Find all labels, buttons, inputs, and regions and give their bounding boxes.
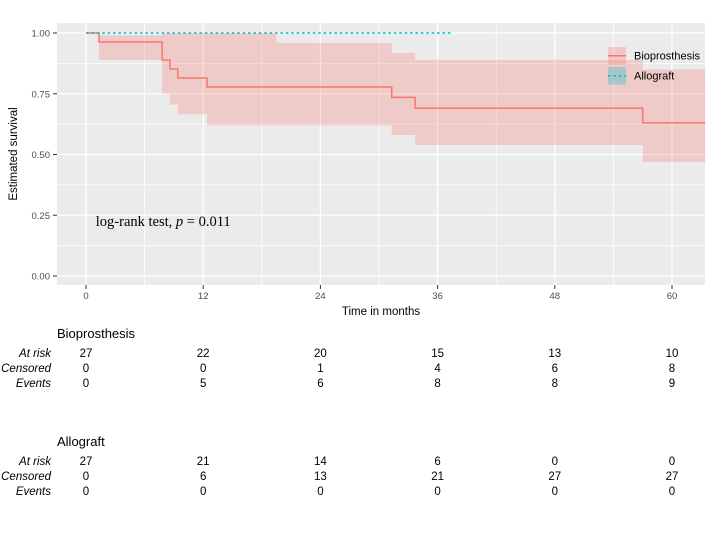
bioprosthesis-curve bbox=[86, 32, 706, 124]
risk-cell: 6 bbox=[551, 363, 558, 375]
risk-cell: 0 bbox=[82, 378, 90, 390]
risk-cell: 8 bbox=[434, 378, 441, 390]
risk-cell: 22 bbox=[196, 348, 210, 360]
y-tick-label: 0.25 bbox=[32, 211, 51, 222]
risk-cell: 0 bbox=[434, 486, 441, 498]
y-tick-label: 0.75 bbox=[32, 89, 51, 100]
y-tick-label: 1.00 bbox=[32, 29, 51, 40]
risk-cell: 8 bbox=[551, 378, 558, 390]
x-tick-label: 48 bbox=[550, 291, 561, 302]
risk-cell: 0 bbox=[82, 363, 90, 375]
legend-label-bioprosthesis: Bioprosthesis bbox=[634, 51, 701, 63]
risk-row-label: At risk bbox=[19, 348, 51, 360]
x-tick-label: 24 bbox=[315, 291, 326, 302]
risk-row-label: Events bbox=[15, 486, 51, 498]
risk-cell: 27 bbox=[79, 348, 93, 360]
risk-cell: 9 bbox=[668, 378, 676, 390]
y-tick-label: 0.00 bbox=[32, 272, 51, 283]
risk-cell: 20 bbox=[313, 348, 327, 360]
risk-table-title: Allograft bbox=[57, 434, 105, 449]
risk-cell: 8 bbox=[668, 363, 676, 375]
risk-cell: 4 bbox=[434, 363, 441, 375]
risk-cell: 0 bbox=[668, 486, 676, 498]
risk-cell: 5 bbox=[199, 378, 207, 390]
risk-cell: 27 bbox=[665, 471, 679, 483]
legend-key-allograft-icon bbox=[608, 67, 626, 85]
risk-cell: 27 bbox=[79, 456, 93, 468]
risk-cell: 10 bbox=[665, 348, 679, 360]
legend-label-allograft: Allograft bbox=[634, 71, 674, 83]
risk-cell: 6 bbox=[199, 471, 207, 483]
survival-chart: 0 12 24 36 48 60 0.00 0.25 0.50 0.75 1.00 Time in m… bbox=[8, 23, 706, 318]
x-tick-label: 0 bbox=[83, 291, 88, 302]
risk-row-label: Events bbox=[15, 378, 51, 390]
risk-cell: 15 bbox=[431, 348, 444, 360]
y-axis-title: Estimated survival bbox=[8, 107, 20, 200]
risk-cell: 1 bbox=[317, 363, 324, 375]
risk-row-label: Censored bbox=[1, 471, 51, 483]
risk-cell: 14 bbox=[313, 456, 327, 468]
risk-cell: 0 bbox=[317, 486, 324, 498]
risk-cell: 0 bbox=[82, 486, 90, 498]
risk-cell: 0 bbox=[551, 486, 558, 498]
risk-cell: 27 bbox=[548, 471, 562, 483]
risk-cell: 13 bbox=[548, 348, 562, 360]
risk-cell: 21 bbox=[196, 456, 210, 468]
risk-table-title: Bioprosthesis bbox=[57, 326, 136, 341]
annotation-logrank: log-rank test, p = 0.011 bbox=[96, 214, 231, 230]
risk-cell: 6 bbox=[434, 456, 441, 468]
x-tick-label: 60 bbox=[667, 291, 678, 302]
risk-cell: 0 bbox=[82, 471, 90, 483]
risk-row-label: Censored bbox=[1, 363, 51, 375]
risk-cell: 0 bbox=[668, 456, 676, 468]
risk-cell: 21 bbox=[431, 471, 444, 483]
risk-cell: 6 bbox=[317, 378, 324, 390]
risk-cell: 0 bbox=[199, 363, 207, 375]
x-axis-title: Time in months bbox=[342, 306, 420, 318]
risk-cell: 0 bbox=[551, 456, 558, 468]
x-tick-label: 12 bbox=[198, 291, 209, 302]
y-tick-label: 0.50 bbox=[32, 150, 51, 161]
risk-cell: 0 bbox=[199, 486, 207, 498]
x-tick-label: 36 bbox=[432, 291, 443, 302]
risk-row-label: At risk bbox=[19, 456, 51, 468]
risk-cell: 13 bbox=[313, 471, 327, 483]
